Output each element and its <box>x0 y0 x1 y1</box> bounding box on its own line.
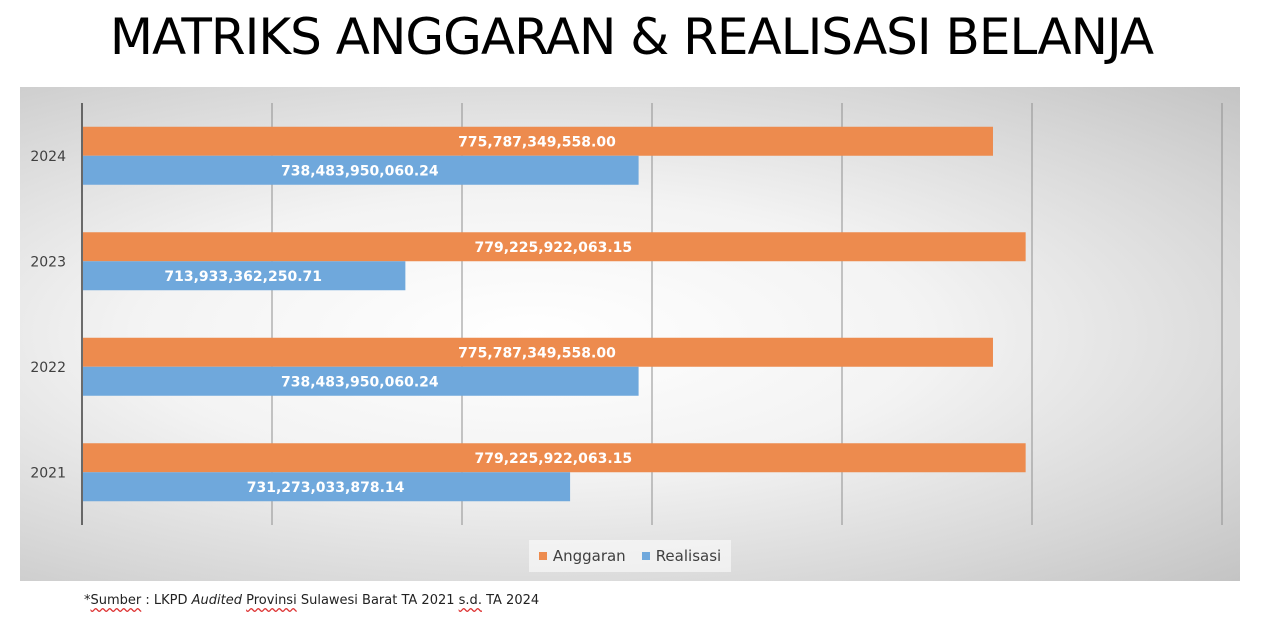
bar-realisasi-2023 <box>83 261 406 291</box>
data-label-realisasi-2024: 738,483,950,060.24 <box>281 163 439 179</box>
chart-svg: 2024 775,787,349,558.00 738,483,950,060.24… <box>30 103 1223 525</box>
data-label-realisasi-2023: 713,933,362,250.71 <box>164 269 322 285</box>
source-sep: : LKPD <box>141 593 192 608</box>
data-label-realisasi-2022: 738,483,950,060.24 <box>281 374 439 390</box>
bar-realisasi-2022 <box>83 366 639 396</box>
category-label-2023: 2023 <box>30 254 66 270</box>
data-label-anggaran-2024: 775,787,349,558.00 <box>458 134 616 150</box>
legend-swatch-realisasi <box>641 552 650 560</box>
source-sd: s.d. <box>458 593 482 608</box>
category-label-2021: 2021 <box>30 465 66 481</box>
bar-realisasi-2021 <box>83 472 571 502</box>
page-title: MATRIKS ANGGARAN & REALISASI BELANJA <box>109 8 1154 66</box>
chart-legend: Anggaran Realisasi <box>529 540 731 572</box>
legend-swatch-anggaran <box>538 552 547 560</box>
legend-label-anggaran: Anggaran <box>552 547 626 565</box>
bar-chart: 2024 775,787,349,558.00 738,483,950,060.24… <box>20 87 1240 581</box>
legend-item-anggaran[interactable]: Anggaran <box>538 547 626 565</box>
source-audited: Audited <box>191 593 242 608</box>
source-note: *Sumber : LKPD Audited Provinsi Sulawesi… <box>84 593 539 608</box>
legend-label-realisasi: Realisasi <box>655 547 722 565</box>
source-prefix: * <box>84 593 91 608</box>
bar-realisasi-2024 <box>83 155 639 185</box>
source-provinsi: Provinsi <box>246 593 297 608</box>
source-end: TA 2024 <box>481 593 540 608</box>
bar-anggaran-2023 <box>83 232 1026 262</box>
bar-anggaran-2021 <box>83 443 1026 473</box>
bar-anggaran-2022 <box>83 337 993 367</box>
data-label-anggaran-2022: 775,787,349,558.00 <box>458 345 616 361</box>
data-label-anggaran-2023: 779,225,922,063.15 <box>474 240 632 256</box>
category-label-2022: 2022 <box>30 360 66 376</box>
bar-anggaran-2024 <box>83 126 993 156</box>
source-label: Sumber <box>90 593 142 608</box>
data-label-realisasi-2021: 731,273,033,878.14 <box>247 480 405 496</box>
category-label-2024: 2024 <box>30 149 66 165</box>
source-rest: Sulawesi Barat TA 2021 <box>296 593 459 608</box>
data-label-anggaran-2021: 779,225,922,063.15 <box>474 451 632 467</box>
legend-item-realisasi[interactable]: Realisasi <box>641 547 722 565</box>
